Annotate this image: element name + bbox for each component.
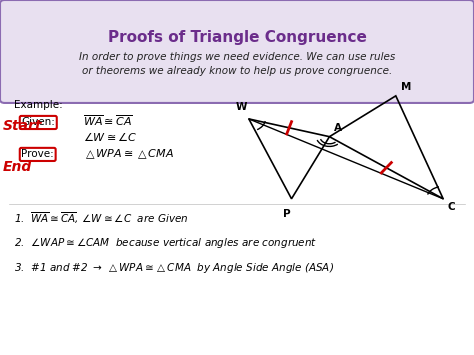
Text: In order to prove things we need evidence. We can use rules: In order to prove things we need evidenc…	[79, 52, 395, 62]
Text: P: P	[283, 209, 291, 219]
Text: M: M	[401, 82, 411, 92]
FancyBboxPatch shape	[0, 0, 474, 103]
Text: End: End	[2, 160, 32, 174]
Text: Prove:: Prove:	[21, 149, 54, 159]
Text: Given:: Given:	[21, 118, 55, 127]
Text: A: A	[334, 123, 342, 133]
Text: Start: Start	[2, 119, 42, 133]
Text: or theorems we already know to help us prove congruence.: or theorems we already know to help us p…	[82, 66, 392, 76]
Text: $\overline{WA} \cong \overline{CA}$: $\overline{WA} \cong \overline{CA}$	[83, 113, 133, 128]
Text: C: C	[448, 202, 456, 212]
Text: 2.  $\angle WAP \cong \angle CAM$  because vertical angles are congruent: 2. $\angle WAP \cong \angle CAM$ because…	[14, 236, 318, 250]
Text: $\angle W \cong \angle C$: $\angle W \cong \angle C$	[83, 130, 137, 143]
Text: 3.  #1 and #2 $\rightarrow$ $\triangle WPA \cong \triangle CMA$  by Angle Side A: 3. #1 and #2 $\rightarrow$ $\triangle WP…	[14, 261, 334, 275]
Text: 1.  $\overline{WA} \cong \overline{CA}$, $\angle W \cong \angle C$  are Given: 1. $\overline{WA} \cong \overline{CA}$, …	[14, 211, 189, 226]
Text: W: W	[236, 102, 247, 112]
Text: Proofs of Triangle Congruence: Proofs of Triangle Congruence	[108, 30, 366, 45]
Text: Example:: Example:	[14, 100, 63, 110]
Text: $\triangle WPA \cong \triangle CMA$: $\triangle WPA \cong \triangle CMA$	[83, 148, 174, 161]
